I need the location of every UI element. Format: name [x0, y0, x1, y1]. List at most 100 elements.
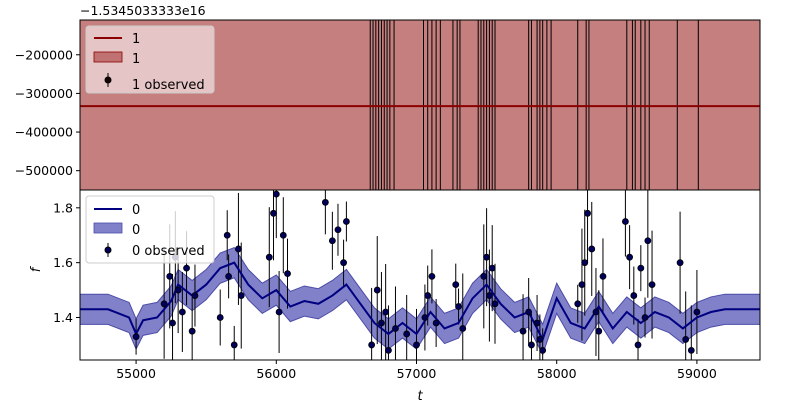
bottom-data-point: [634, 341, 642, 349]
bottom-ytick-label: 1.6: [53, 255, 73, 270]
bottom-data-point: [595, 327, 603, 335]
bottom-band: [80, 246, 760, 356]
bottom-data-point: [483, 253, 490, 261]
bottom-data-point: [265, 253, 273, 261]
bottom-data-point: [574, 300, 582, 308]
bottom-data-point: [275, 308, 283, 316]
bottom-data-point: [321, 198, 329, 206]
bottom-data-point: [342, 218, 350, 225]
bottom-data-point: [599, 272, 607, 280]
bottom-data-point: [626, 253, 634, 261]
bottom-data-point: [392, 325, 399, 332]
top-ytick-label: −400000: [15, 125, 73, 140]
bottom-data-point: [166, 272, 174, 280]
bottom-data-point: [588, 245, 596, 253]
bottom-data-point: [644, 237, 652, 245]
bottom-data-point: [491, 300, 499, 308]
bottom-data-point: [528, 341, 535, 349]
bottom-data-point: [693, 308, 701, 316]
bottom-data-point: [421, 314, 429, 321]
bottom-data-point: [230, 341, 238, 349]
bottom-data-point: [578, 281, 586, 288]
bottom-data-point: [452, 281, 460, 288]
bottom-data-point: [237, 292, 245, 299]
legend-marker-swatch: [104, 76, 112, 84]
bottom-panel: 1.41.61.8 55000 56000 57000 58000 59000 t f …: [29, 189, 761, 400]
bottom-data-point: [584, 209, 591, 217]
legend-entry-label: 1: [132, 52, 140, 67]
bottom-data-point: [270, 209, 277, 217]
bottom-data-point: [225, 272, 233, 280]
bottom-xtick-label: 56000: [256, 366, 296, 381]
top-panel: −500000 −400000 −300000 −200000 −1.53450333…: [15, 3, 761, 191]
legend-entry-label: 0: [132, 223, 140, 238]
bottom-data-point: [480, 272, 488, 280]
top-ytick-label: −500000: [15, 163, 73, 178]
bottom-data-point: [637, 264, 645, 272]
bottom-data-point: [488, 264, 496, 272]
legend-entry-label: 0 observed: [132, 244, 205, 259]
bottom-ytick-label: 1.8: [53, 200, 73, 215]
y-offset-label: −1.5345033333e16: [80, 3, 206, 18]
bottom-data-point: [183, 264, 190, 272]
legend-entry-label: 1: [132, 32, 140, 47]
bottom-xtick-label: 55000: [116, 366, 156, 381]
bottom-data-point: [382, 308, 390, 316]
bottom-data-point: [191, 292, 199, 299]
bottom-data-point: [519, 327, 527, 335]
bottom-data-point: [340, 259, 347, 267]
top-ytick-label: −300000: [15, 86, 73, 101]
bottom-data-point: [235, 245, 242, 253]
bottom-data-point: [132, 333, 140, 341]
bottom-data-point: [687, 347, 695, 354]
bottom-data-point: [178, 308, 186, 316]
bottom-data-point: [216, 314, 224, 321]
bottom-data-point: [328, 237, 336, 245]
bottom-data-point: [682, 336, 690, 343]
legend-band-swatch: [93, 51, 123, 63]
bottom-data-point: [533, 319, 541, 327]
bottom-data-point: [592, 308, 600, 316]
bottom-data-point: [581, 259, 589, 267]
legend-entry-label: 0: [132, 203, 140, 218]
bottom-data-point: [424, 292, 432, 299]
legend-entry-label: 1 observed: [132, 78, 205, 93]
bottom-data-point: [284, 270, 291, 278]
bottom-data-point: [455, 303, 462, 310]
bottom-data-point: [385, 347, 392, 354]
legend-box: [85, 195, 215, 264]
bottom-data-point: [648, 281, 656, 288]
bottom-xtick-label: 57000: [397, 366, 437, 381]
bottom-data-point: [223, 231, 231, 239]
bottom-data-point: [539, 347, 547, 354]
bottom-data-point: [272, 190, 280, 198]
bottom-data-point: [174, 286, 182, 294]
bottom-data-point: [641, 314, 649, 321]
bottom-data-point: [630, 292, 638, 299]
bottom-data-point: [413, 341, 420, 349]
top-ytick-label: −200000: [15, 47, 73, 62]
bottom-data-point: [403, 330, 411, 338]
bottom-data-point: [622, 218, 629, 225]
bottom-data-point: [368, 341, 376, 349]
bottom-data-point: [160, 300, 168, 308]
legend-band-swatch: [93, 222, 123, 234]
bottom-data-point: [525, 308, 533, 316]
bottom-data-point: [536, 336, 544, 343]
bottom-data-point: [378, 319, 385, 327]
bottom-data-point: [334, 226, 342, 234]
bottom-data-point: [373, 286, 381, 294]
bottom-data-point: [432, 319, 440, 327]
y-axis-label: f: [29, 265, 44, 272]
bottom-data-point: [428, 272, 436, 280]
legend-marker-swatch: [104, 246, 112, 254]
x-axis-label: t: [417, 389, 423, 400]
bottom-data-point: [279, 231, 287, 239]
bottom-xtick-label: 59000: [677, 366, 717, 381]
bottom-data-point: [188, 327, 196, 335]
bottom-data-point: [676, 259, 684, 267]
bottom-xtick-label: 58000: [537, 366, 577, 381]
bottom-ytick-label: 1.4: [53, 310, 73, 325]
bottom-data-point: [459, 325, 467, 332]
